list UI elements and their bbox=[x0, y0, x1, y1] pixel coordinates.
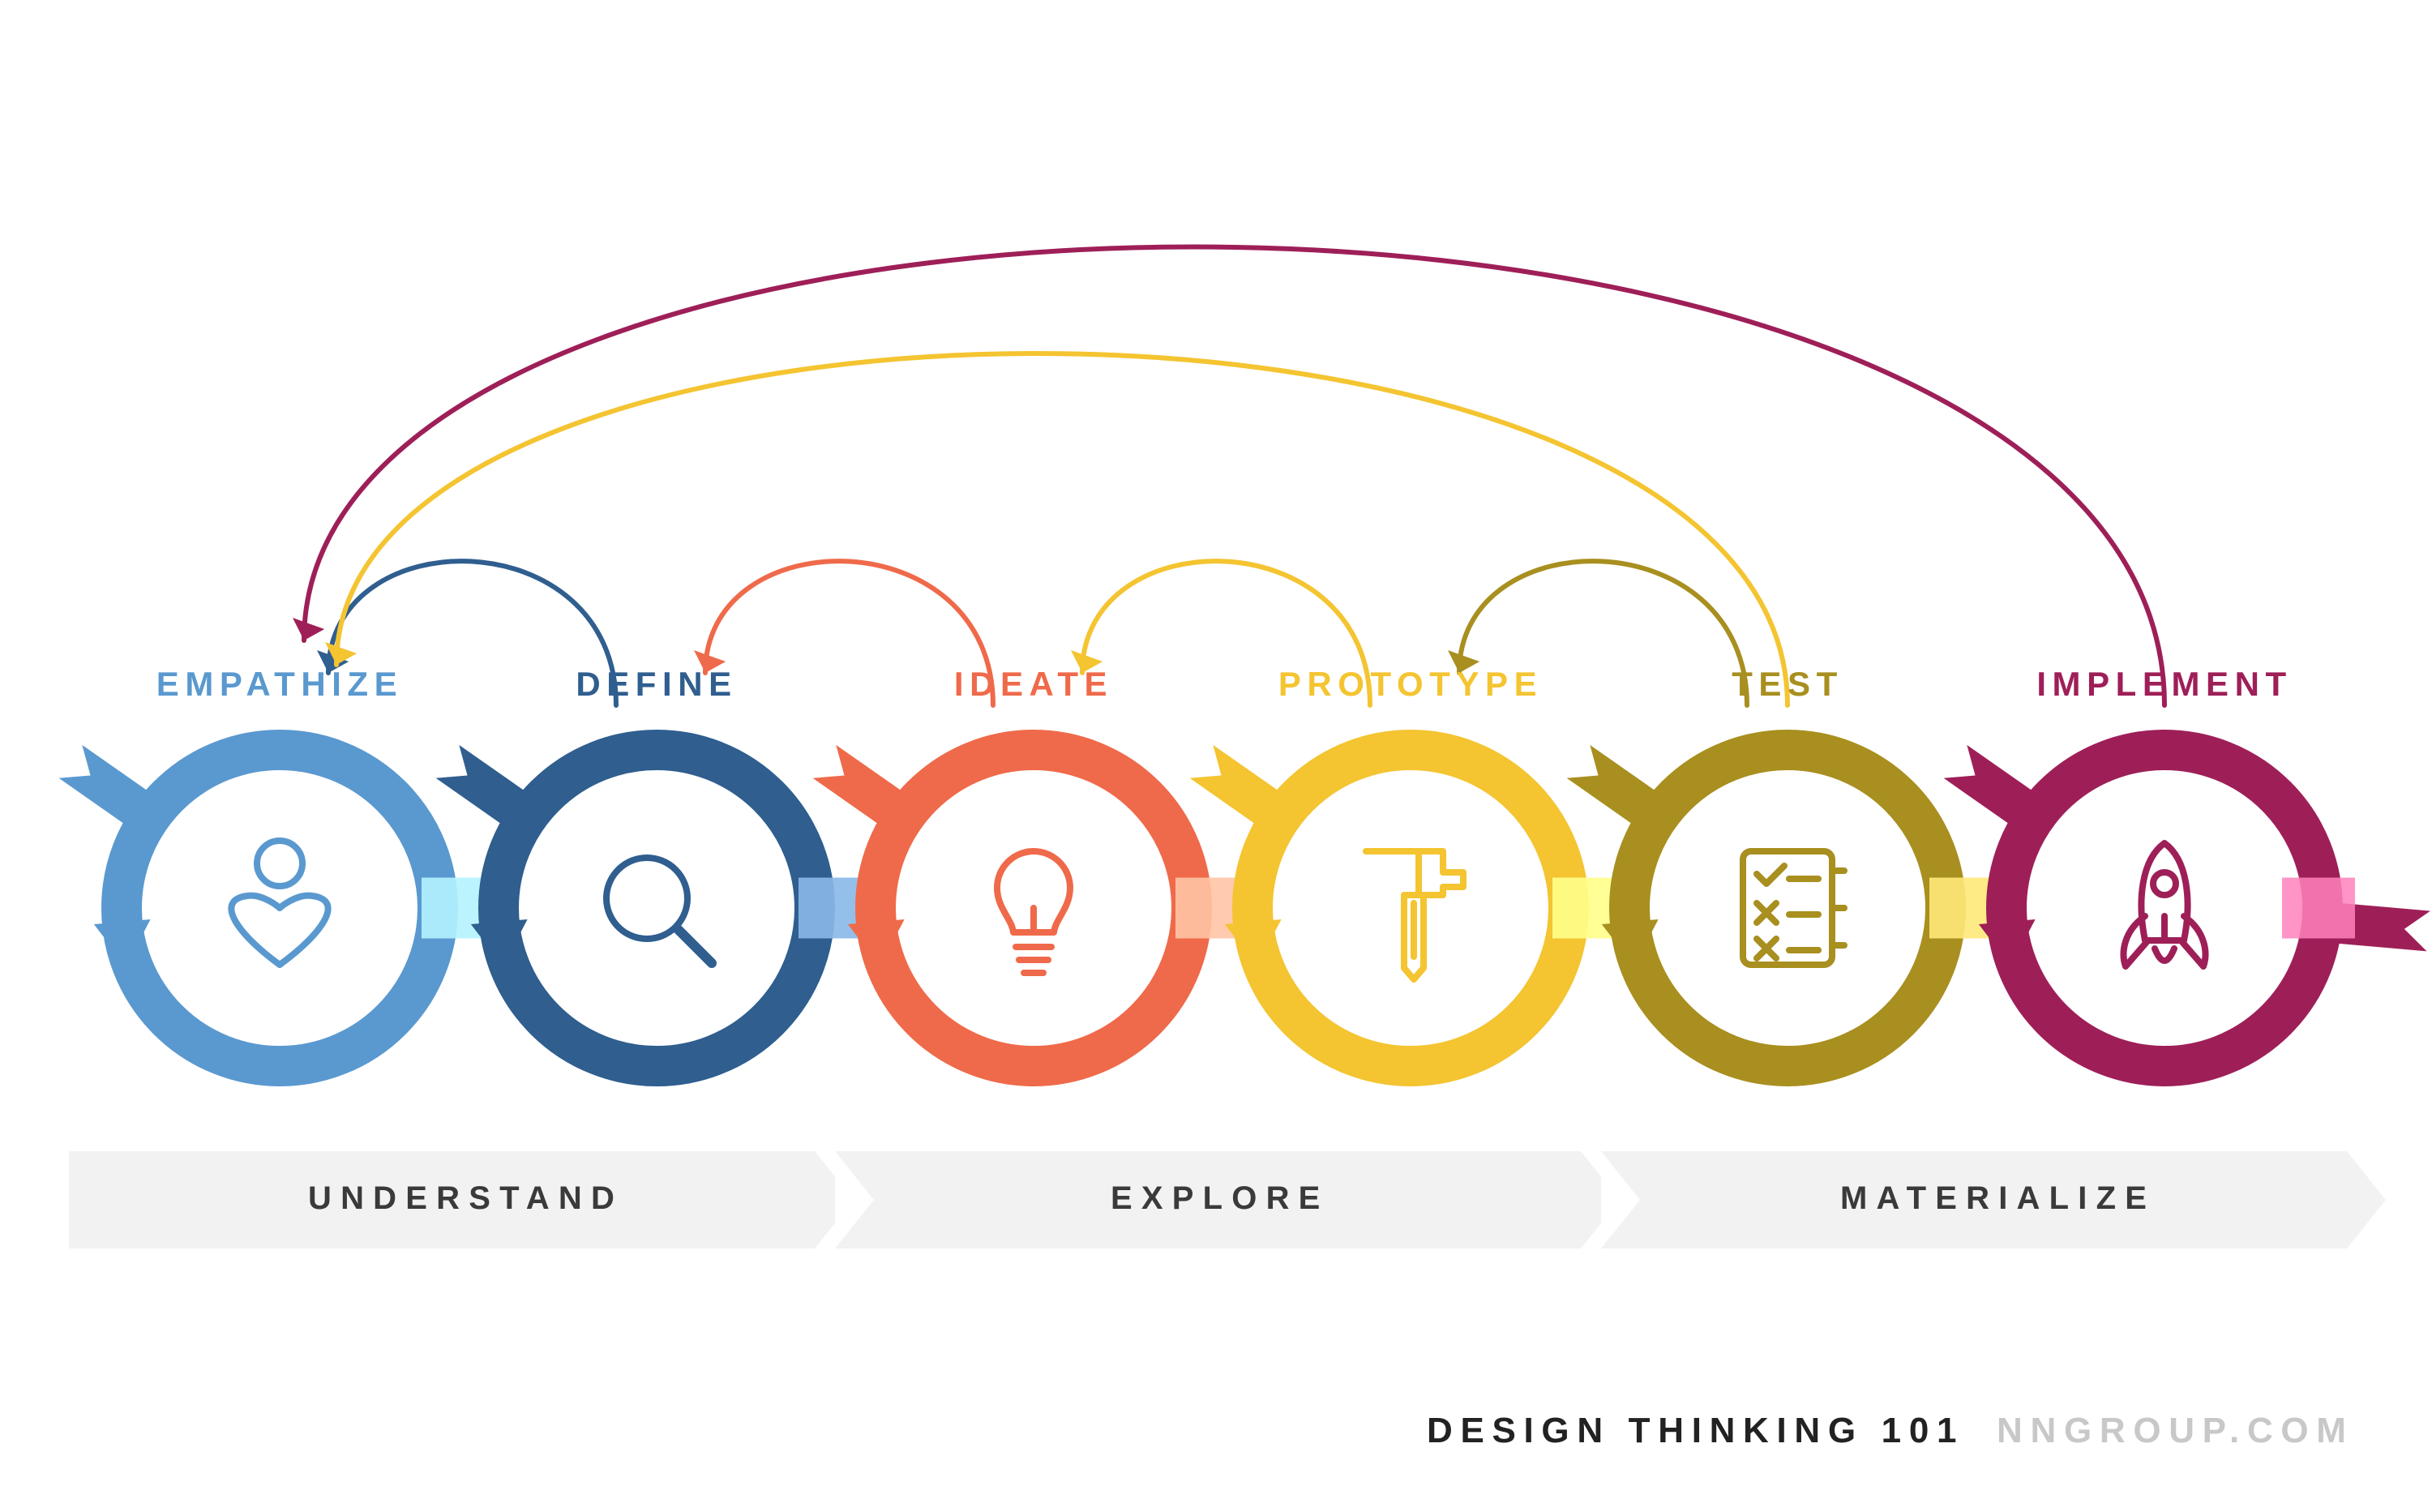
lightbulb-icon bbox=[997, 851, 1070, 973]
magnifier-icon bbox=[606, 858, 712, 963]
diagram-canvas: EMPATHIZE DEFINE IDEATE PROTOTYPE TEST IMPLEM… bbox=[0, 0, 2432, 1512]
stage-label-test: TEST bbox=[1625, 665, 1950, 704]
hammer-icon bbox=[1366, 851, 1463, 979]
stage-label-implement: IMPLEMENT bbox=[2002, 665, 2327, 704]
phase-label-explore: EXPLORE bbox=[1111, 1180, 1329, 1217]
footer-credit: DESIGN THINKING 101 NNGROUP.COM bbox=[1427, 1411, 2354, 1451]
phase-label-understand: UNDERSTAND bbox=[308, 1180, 623, 1217]
stage-label-ideate: IDEATE bbox=[871, 665, 1196, 704]
stage-label-define: DEFINE bbox=[495, 665, 819, 704]
stage-ring-test bbox=[1567, 745, 2002, 1066]
stage-rings bbox=[0, 0, 2432, 1512]
stage-ring-define bbox=[436, 745, 871, 1066]
stage-label-prototype: PROTOTYPE bbox=[1248, 665, 1573, 704]
phase-label-materialize: MATERIALIZE bbox=[1840, 1180, 2156, 1217]
footer-source: NNGROUP.COM bbox=[1997, 1411, 2354, 1450]
checklist-icon bbox=[1743, 851, 1844, 965]
stage-label-empathize: EMPATHIZE bbox=[118, 665, 442, 704]
stage-ring-prototype bbox=[1190, 745, 1625, 1066]
stage-ring-ideate bbox=[813, 745, 1248, 1066]
footer-title: DESIGN THINKING 101 bbox=[1427, 1411, 1964, 1450]
rocket-icon bbox=[2124, 843, 2206, 966]
heart-person-icon bbox=[231, 841, 328, 965]
